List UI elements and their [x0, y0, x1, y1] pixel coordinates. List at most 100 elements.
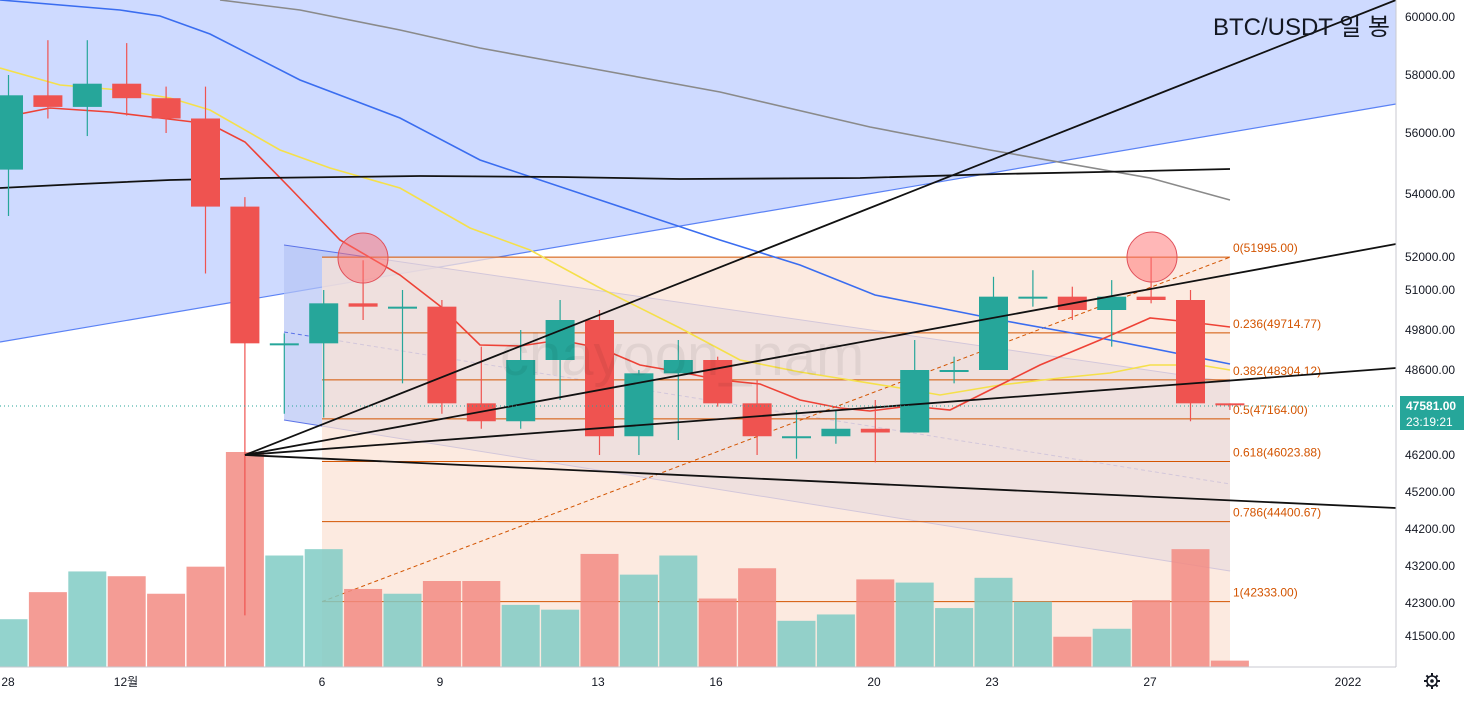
volume-bar	[580, 553, 619, 667]
time-axis[interactable]: 28 12월 6 9 13 16 20 23 27 2022	[0, 666, 1469, 697]
candle-body[interactable]	[979, 296, 1008, 370]
fib-level-label: 0.236(49714.77)	[1233, 317, 1321, 331]
price-tick-label: 42300.00	[1405, 596, 1455, 610]
trend-line[interactable]	[244, 367, 1397, 456]
candle-body[interactable]	[1176, 300, 1205, 404]
candle-body[interactable]	[742, 403, 772, 437]
time-tick-label: 13	[591, 675, 605, 689]
volume-bar	[738, 568, 777, 667]
time-tick-label: 6	[319, 675, 326, 689]
fib-trendline	[321, 256, 1231, 603]
candle-body[interactable]	[821, 428, 851, 437]
candle-body[interactable]	[1136, 296, 1166, 300]
volume-bar	[0, 619, 28, 667]
volume-bar	[462, 581, 501, 667]
time-tick-label: 2022	[1335, 675, 1362, 689]
price-tick-label: 45200.00	[1405, 485, 1455, 499]
time-tick-label: 9	[437, 675, 444, 689]
price-tick-label: 48600.00	[1405, 363, 1455, 377]
time-tick-label: 12월	[114, 675, 138, 689]
volume-bar	[186, 566, 225, 667]
volume-bar	[541, 609, 580, 667]
price-tag: 47581.00 23:19:21	[1400, 396, 1464, 430]
candle-body[interactable]	[1097, 296, 1127, 310]
volume-bar	[304, 549, 343, 667]
price-axis-bg	[1396, 0, 1469, 697]
candle-body[interactable]	[860, 428, 890, 433]
volume-bar	[816, 614, 855, 667]
candle-body[interactable]	[663, 360, 693, 374]
gear-icon[interactable]	[1424, 673, 1440, 689]
volume-bar	[1092, 628, 1131, 667]
fib-level-label: 0.786(44400.67)	[1233, 506, 1321, 520]
price-tick-label: 58000.00	[1405, 68, 1455, 82]
volume-bar	[265, 555, 304, 667]
trend-line[interactable]	[244, 0, 1397, 456]
volume-bar	[895, 582, 934, 667]
volume-bar	[422, 581, 461, 667]
candle-body[interactable]	[33, 95, 63, 107]
volume-bar	[68, 571, 107, 667]
ma-red-line	[0, 107, 1231, 412]
candle-body[interactable]	[112, 83, 142, 99]
time-tick-label: 27	[1143, 675, 1157, 689]
candle-body[interactable]	[939, 370, 969, 372]
volume-bar	[501, 604, 540, 667]
volume-bar	[383, 593, 422, 667]
volume-bar	[777, 620, 816, 667]
volume-bar	[659, 555, 698, 667]
candle-body[interactable]	[230, 206, 260, 344]
candle-body[interactable]	[1018, 296, 1048, 299]
price-tick-label: 56000.00	[1405, 126, 1455, 140]
volume-bar	[619, 574, 658, 667]
candle-body[interactable]	[1215, 403, 1245, 406]
candle-body[interactable]	[506, 360, 536, 422]
volume-bars	[0, 452, 1249, 667]
volume-bar	[344, 588, 383, 667]
candle-body[interactable]	[900, 370, 930, 433]
price-axis[interactable]: 60000.00 58000.00 56000.00 54000.00 52000.00…	[1395, 0, 1469, 697]
candle-body[interactable]	[151, 98, 181, 119]
volume-bar	[935, 608, 974, 667]
fib-level-label: 0(51995.00)	[1233, 241, 1298, 255]
last-price-label: 47581.00	[1406, 399, 1456, 413]
candle-body[interactable]	[269, 343, 299, 346]
candle-body[interactable]	[585, 320, 614, 437]
trend-line[interactable]	[244, 243, 1397, 456]
price-tick-label: 44200.00	[1405, 522, 1455, 536]
time-axis-bg	[0, 667, 1469, 697]
fib-level-label: 0.382(48304.12)	[1233, 364, 1321, 378]
fib-level-label: 0.618(46023.88)	[1233, 446, 1321, 460]
volume-bar	[1132, 600, 1171, 667]
candle-body[interactable]	[309, 303, 339, 344]
volume-bar	[698, 598, 737, 667]
volume-bar	[147, 593, 186, 667]
price-tick-label: 54000.00	[1405, 187, 1455, 201]
trend-lines[interactable]	[0, 0, 1397, 509]
candle-body[interactable]	[0, 95, 23, 170]
price-tick-label: 41500.00	[1405, 629, 1455, 643]
candle-body[interactable]	[388, 306, 417, 309]
chart-title: BTC/USDT 일 봉	[1213, 14, 1390, 41]
fib-level-label: 0.5(47164.00)	[1233, 403, 1308, 417]
time-tick-label: 20	[867, 675, 881, 689]
volume-bar	[856, 579, 895, 667]
volume-bar	[1013, 601, 1052, 667]
volume-bar	[974, 577, 1013, 667]
highlight-circle	[1126, 231, 1178, 283]
candle-body[interactable]	[72, 83, 102, 107]
highlight-circle	[337, 232, 389, 284]
price-tick-label: 51000.00	[1405, 283, 1455, 297]
volume-bar	[107, 576, 146, 667]
trend-line[interactable]	[244, 454, 1397, 509]
candle-body[interactable]	[348, 303, 378, 307]
candle-body[interactable]	[427, 306, 457, 404]
candles[interactable]	[0, 40, 1245, 616]
time-tick-label: 16	[709, 675, 723, 689]
candle-body[interactable]	[191, 118, 220, 207]
candle-body[interactable]	[782, 436, 811, 439]
time-tick-label: 23	[985, 675, 999, 689]
price-tick-label: 43200.00	[1405, 559, 1455, 573]
